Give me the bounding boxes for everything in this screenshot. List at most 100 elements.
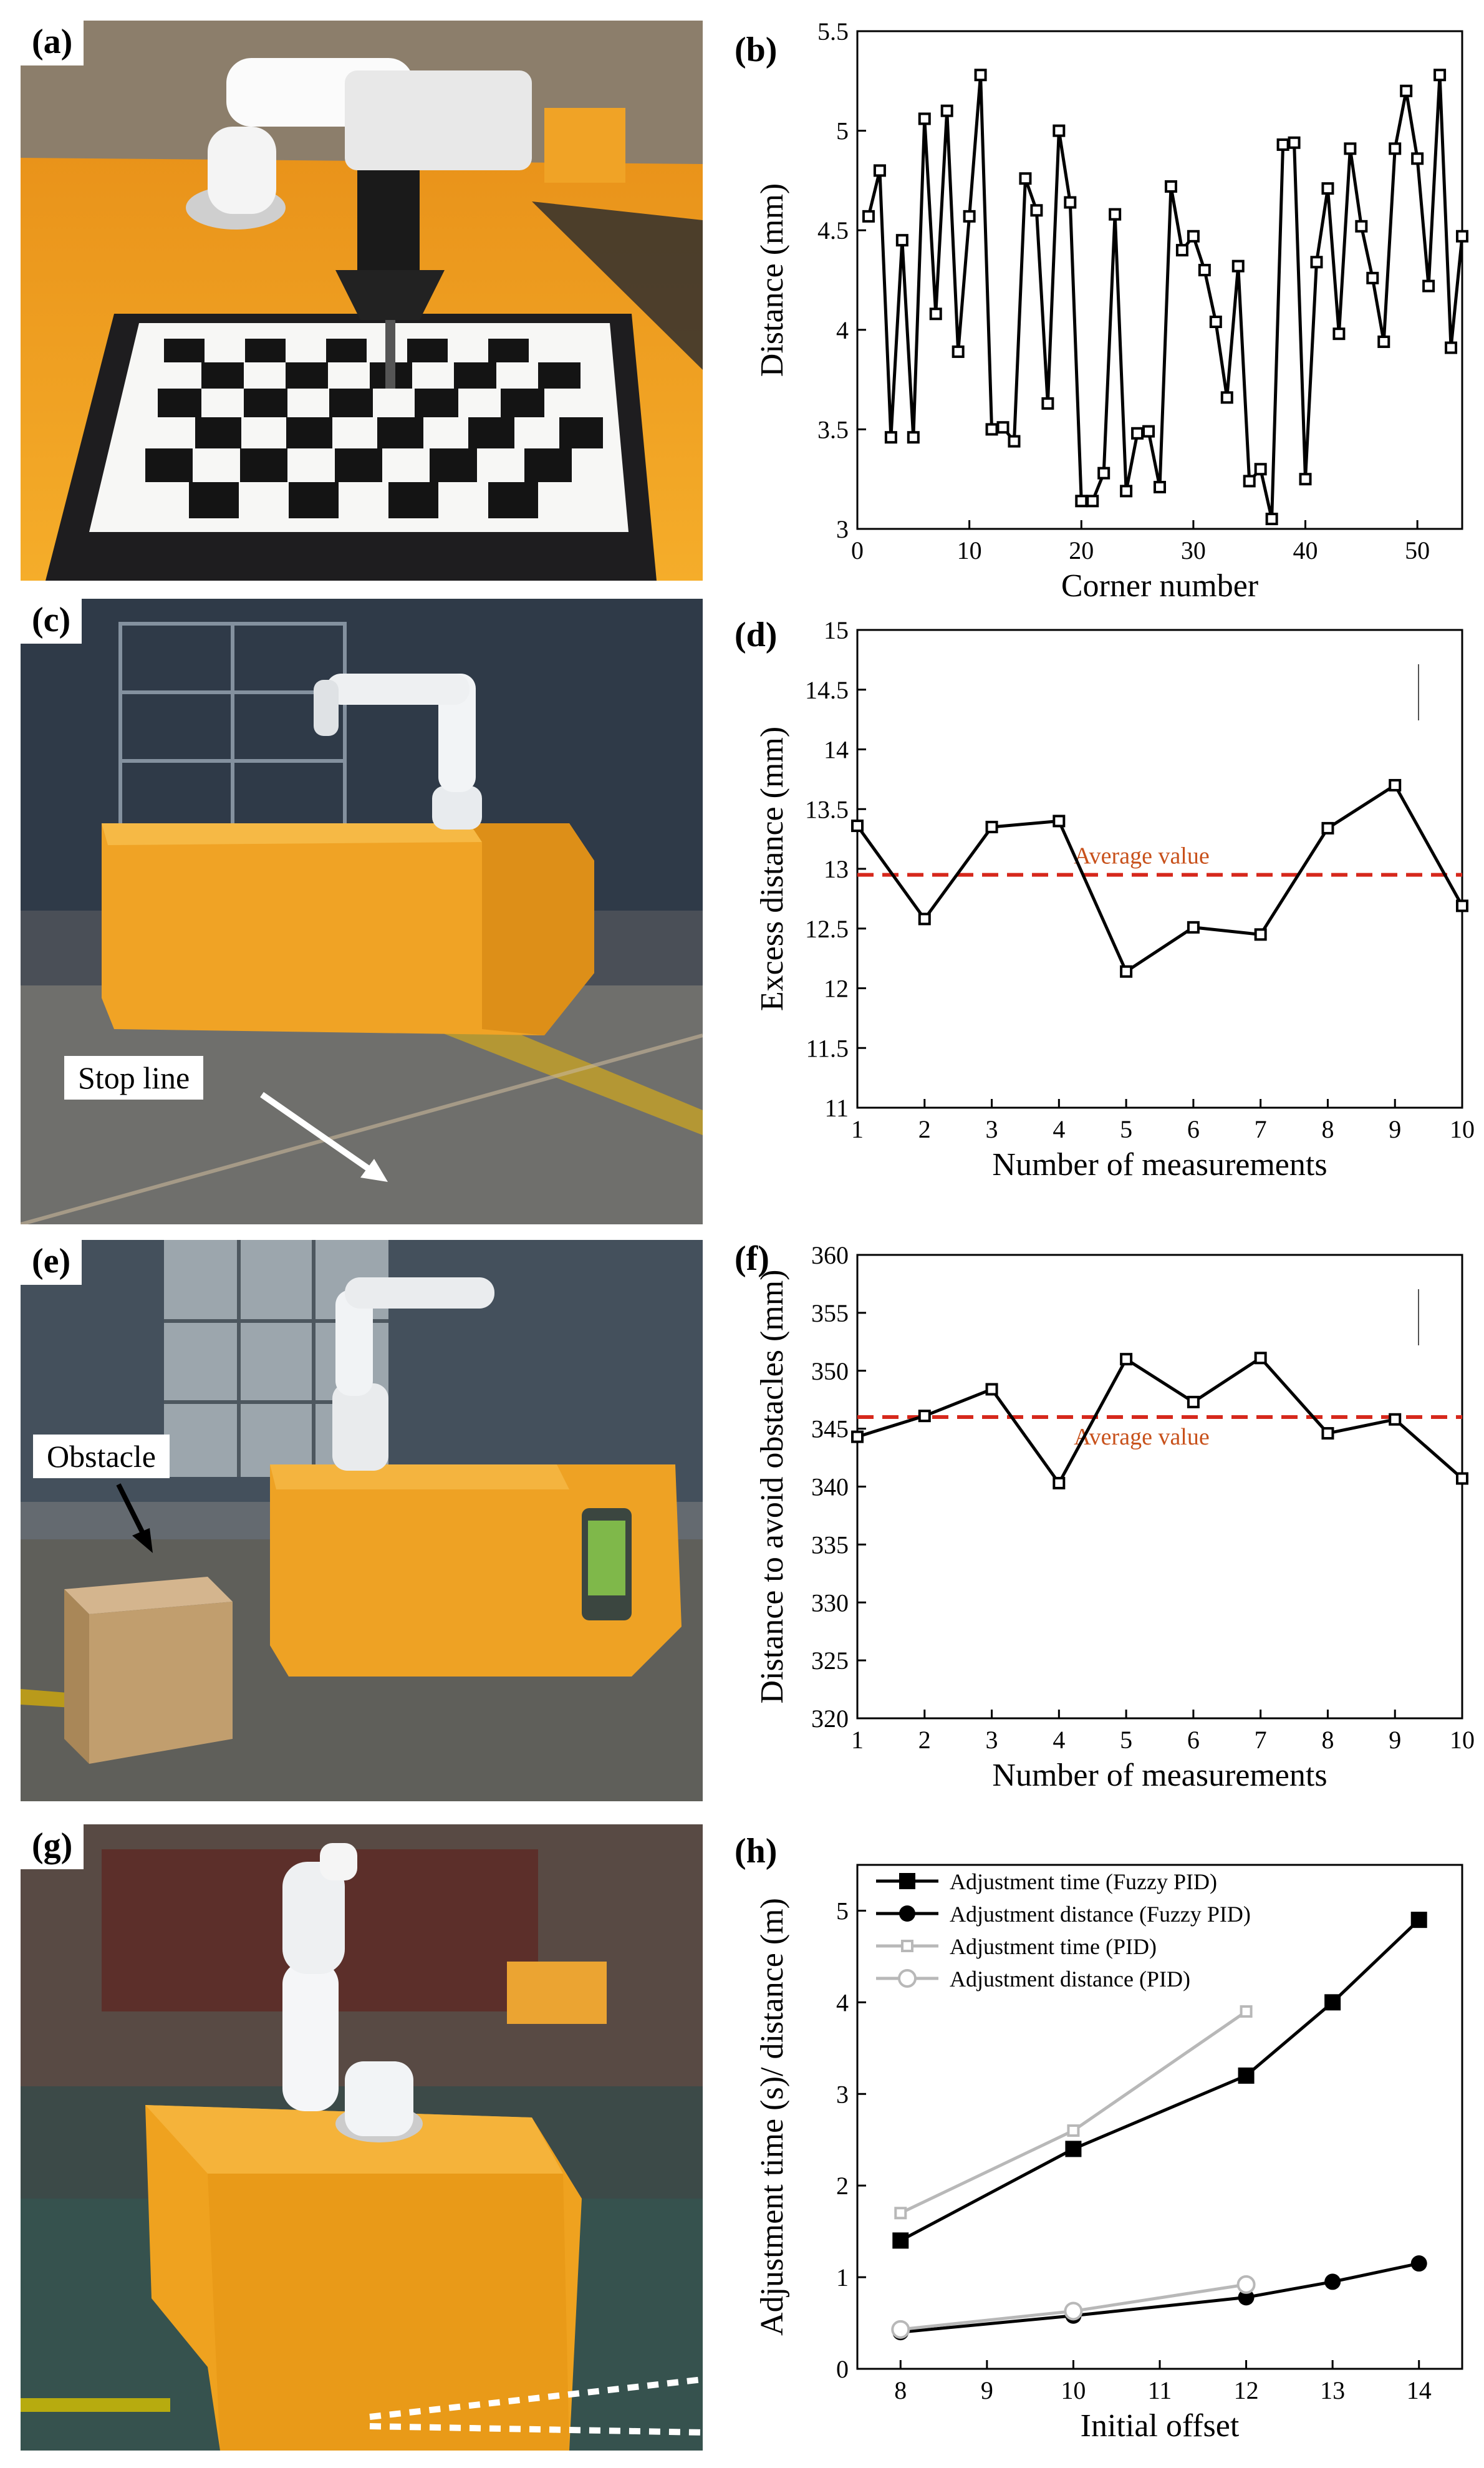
x-tick-label: 14 bbox=[1407, 2376, 1432, 2404]
data-point bbox=[1389, 142, 1402, 155]
panel-label-h: (h) bbox=[735, 1832, 778, 1870]
data-point bbox=[1243, 475, 1256, 488]
data-point bbox=[1238, 2067, 1255, 2084]
data-point bbox=[974, 69, 987, 82]
average-label: Average value bbox=[1074, 843, 1210, 869]
legend-entry: Adjustment time (PID) bbox=[950, 1934, 1157, 1959]
legend-marker bbox=[898, 1969, 917, 1988]
y-tick-label: 345 bbox=[811, 1415, 849, 1443]
x-tick-label: 10 bbox=[1061, 2376, 1086, 2404]
data-point bbox=[1254, 928, 1267, 941]
data-point bbox=[1019, 172, 1032, 185]
y-tick-label: 2 bbox=[836, 2172, 849, 2200]
chart-b: 0 10 20 30 40 50 3 3.5 4 4.5 5 5.5 Corner number Dist… bbox=[754, 17, 1468, 604]
data-point bbox=[1321, 1427, 1334, 1440]
data-point bbox=[892, 2232, 909, 2249]
y-tick-label: 335 bbox=[811, 1531, 849, 1559]
data-point bbox=[918, 912, 931, 926]
panel-label-f: (f) bbox=[735, 1239, 769, 1278]
panel-label-g: (g) bbox=[21, 1824, 84, 1869]
y-tick-label: 1 bbox=[836, 2263, 849, 2291]
y-tick-label: 4.5 bbox=[817, 216, 849, 244]
data-point bbox=[1097, 467, 1111, 480]
data-point bbox=[1410, 1912, 1427, 1928]
data-point bbox=[1332, 327, 1346, 341]
data-point bbox=[918, 112, 931, 125]
panel-label-d: (d) bbox=[735, 616, 778, 654]
data-point bbox=[929, 307, 942, 321]
x-axis-title: Corner number bbox=[1061, 568, 1258, 604]
y-tick-label: 350 bbox=[811, 1357, 849, 1385]
data-point bbox=[1220, 391, 1233, 404]
y-tick-label: 0 bbox=[836, 2355, 849, 2383]
data-point bbox=[1410, 2255, 1427, 2272]
obstacle-callout: Obstacle bbox=[33, 1435, 170, 1478]
x-tick-label: 4 bbox=[1053, 1726, 1065, 1754]
data-point bbox=[1288, 136, 1301, 149]
y-tick-label: 15 bbox=[824, 616, 849, 644]
data-point bbox=[1456, 230, 1468, 243]
data-point bbox=[894, 2207, 907, 2220]
x-tick-label: 6 bbox=[1187, 1726, 1200, 1754]
average-label: Average value bbox=[1074, 1424, 1210, 1450]
x-tick-label: 6 bbox=[1187, 1115, 1200, 1143]
data-point bbox=[1064, 196, 1077, 209]
x-tick-label: 9 bbox=[1389, 1726, 1401, 1754]
legend-marker bbox=[899, 1905, 915, 1922]
chart-f: 1 2 3 4 5 6 7 8 9 10320325330335340345350355360Nu… bbox=[754, 1241, 1475, 1793]
data-point bbox=[1324, 2273, 1341, 2290]
y-tick-label: 330 bbox=[811, 1589, 849, 1617]
data-point bbox=[1366, 271, 1379, 284]
data-point bbox=[1065, 2141, 1082, 2157]
data-point bbox=[1400, 84, 1413, 97]
data-point bbox=[1254, 463, 1267, 476]
x-tick-label: 12 bbox=[1234, 2376, 1259, 2404]
y-tick-label: 360 bbox=[811, 1241, 849, 1269]
x-axis-title: Number of measurements bbox=[992, 1758, 1327, 1793]
y-tick-label: 320 bbox=[811, 1705, 849, 1733]
data-point bbox=[1389, 1413, 1402, 1426]
data-point bbox=[1321, 821, 1334, 835]
data-point bbox=[1377, 335, 1390, 348]
photo-a-robot-chessboard bbox=[21, 21, 703, 581]
series-line-2 bbox=[900, 2010, 1247, 2215]
y-tick-label: 13.5 bbox=[805, 795, 849, 823]
y-tick-label: 4 bbox=[836, 1988, 849, 2016]
y-tick-label: 325 bbox=[811, 1647, 849, 1675]
y-axis-title: Adjustment time (s)/ distance (m) bbox=[754, 1898, 790, 2336]
photo-g-robot-factory bbox=[21, 1824, 703, 2451]
data-point bbox=[1187, 921, 1200, 934]
x-tick-label: 40 bbox=[1293, 536, 1318, 564]
data-point bbox=[1456, 899, 1468, 912]
series-line-0 bbox=[857, 1356, 1463, 1486]
y-axis-title: Excess distance (mm) bbox=[754, 727, 790, 1011]
data-point bbox=[1265, 513, 1278, 526]
x-tick-label: 7 bbox=[1255, 1115, 1267, 1143]
x-tick-label: 5 bbox=[1120, 1726, 1132, 1754]
data-point bbox=[1411, 152, 1424, 165]
x-tick-label: 2 bbox=[918, 1115, 931, 1143]
data-point bbox=[907, 431, 920, 444]
x-tick-label: 8 bbox=[1321, 1115, 1334, 1143]
data-point bbox=[1142, 425, 1155, 438]
x-tick-label: 0 bbox=[851, 536, 864, 564]
y-tick-label: 13 bbox=[824, 855, 849, 883]
data-point bbox=[985, 820, 998, 833]
y-tick-label: 12.5 bbox=[805, 915, 849, 943]
data-point bbox=[952, 345, 965, 358]
data-point bbox=[1175, 244, 1188, 257]
y-tick-label: 14.5 bbox=[805, 676, 849, 704]
data-point bbox=[1445, 341, 1458, 354]
photo-g-illustration bbox=[21, 1824, 703, 2451]
y-axis-title: Distance (mm) bbox=[754, 183, 790, 377]
data-point bbox=[1389, 778, 1402, 791]
data-point bbox=[1120, 485, 1133, 498]
data-point bbox=[1053, 1476, 1066, 1489]
photo-a-illustration bbox=[21, 21, 703, 581]
data-point bbox=[1344, 142, 1357, 155]
x-tick-label: 3 bbox=[986, 1726, 998, 1754]
data-point bbox=[1456, 1472, 1468, 1485]
data-point bbox=[1321, 182, 1334, 195]
